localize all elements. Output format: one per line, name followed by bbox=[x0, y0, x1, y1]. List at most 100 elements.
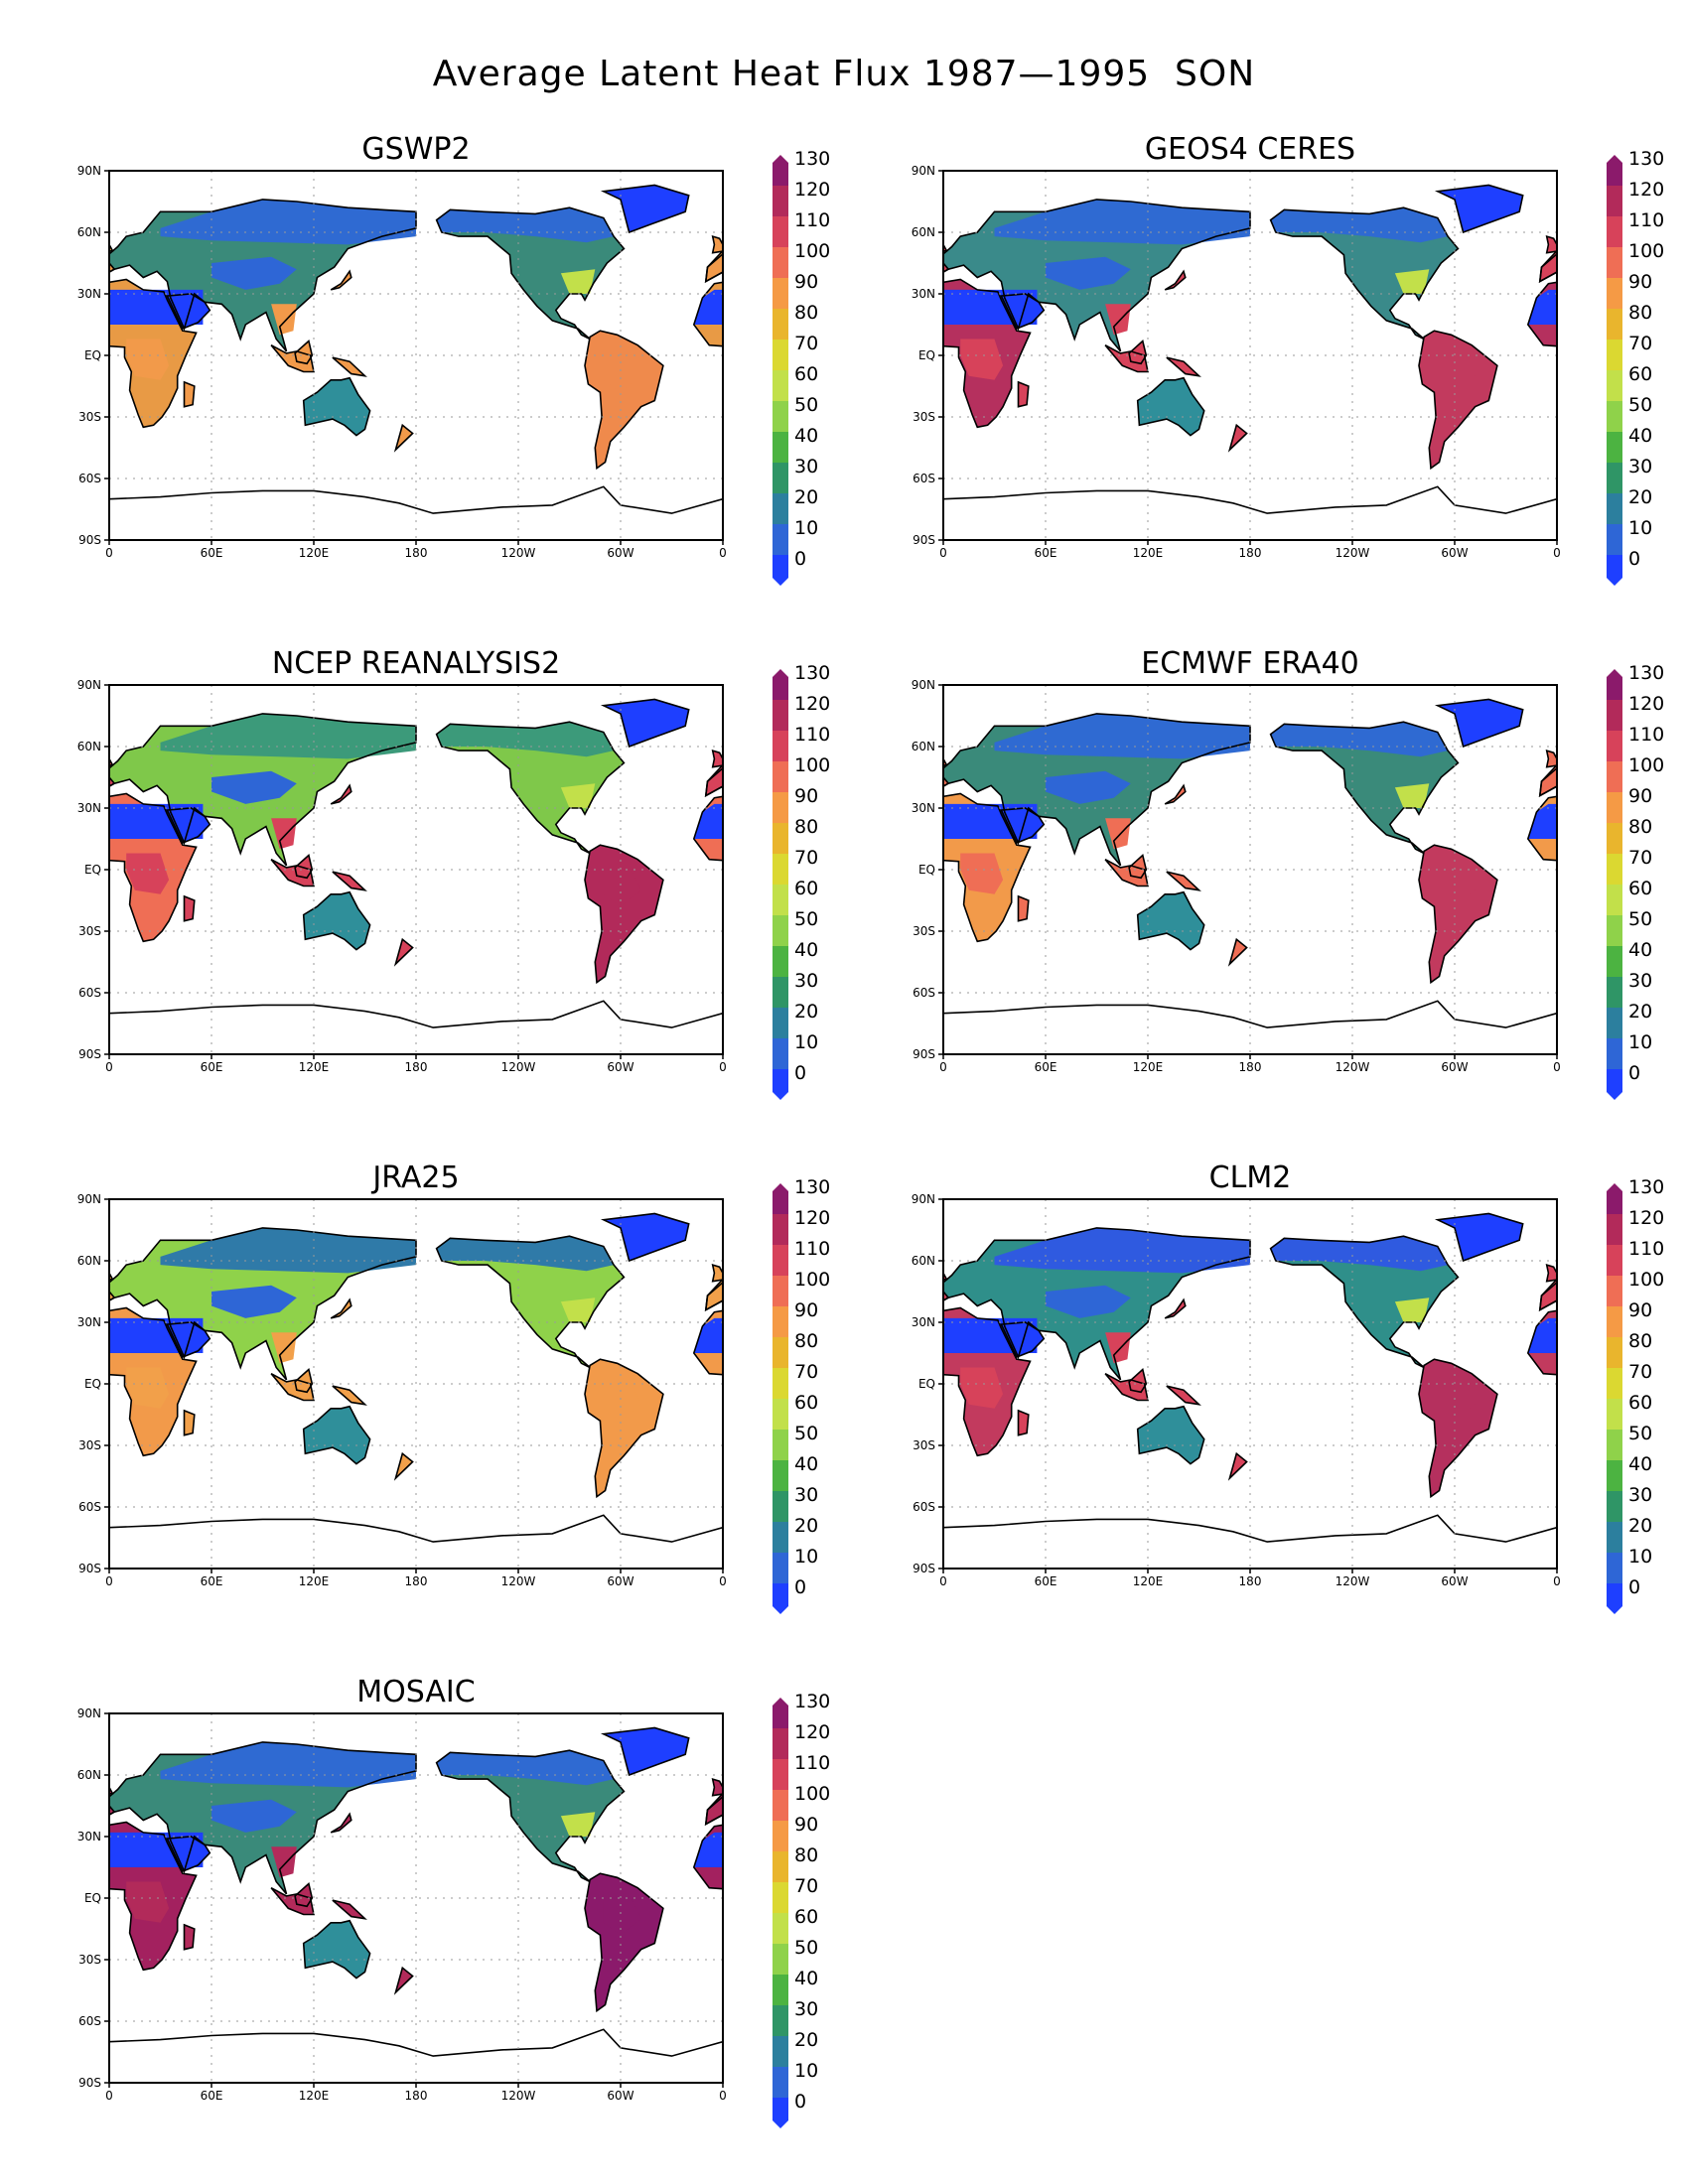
colorbar-segment bbox=[773, 792, 788, 823]
longitude-label: 60E bbox=[201, 546, 223, 560]
colorbar-segment bbox=[773, 885, 788, 915]
euwest-coast bbox=[943, 762, 950, 787]
indonesia-coast bbox=[1104, 343, 1149, 373]
map-panel-jra25: JRA25 90N 60N 30N EQ 30S 60S 90S 0 60E 120E 180 120W… bbox=[77, 1160, 830, 1614]
greenland-coast bbox=[1217, 1728, 1303, 1776]
madagascar-region bbox=[1018, 895, 1029, 921]
colorbar-label: 120 bbox=[794, 693, 830, 715]
latitude-label: 90S bbox=[913, 533, 935, 547]
colorbar-label: 130 bbox=[794, 662, 830, 684]
amazon-core bbox=[1437, 863, 1476, 907]
longitude-label: 0 bbox=[939, 546, 947, 560]
colorbar-segment bbox=[773, 1851, 788, 1882]
arabia-coast bbox=[166, 1836, 211, 1873]
arabia-coast bbox=[166, 807, 211, 845]
colorbar-label: 90 bbox=[1628, 1299, 1652, 1321]
colorbar-segment bbox=[773, 1975, 788, 2005]
longitude-label: 0 bbox=[719, 546, 727, 560]
graticule bbox=[943, 171, 1557, 540]
colorbar-label: 40 bbox=[1628, 425, 1652, 447]
longitude-label: 60W bbox=[607, 1574, 633, 1588]
samerica-coast bbox=[584, 1872, 664, 2013]
euwest-region bbox=[943, 250, 949, 273]
graticule bbox=[109, 171, 723, 540]
sahara-band bbox=[943, 289, 1038, 325]
boreal-eurasia bbox=[160, 1741, 416, 1788]
southeast-asia bbox=[271, 1846, 297, 1878]
japan-coast bbox=[330, 1812, 352, 1834]
indonesia-coast bbox=[270, 1886, 315, 1916]
japan-coast bbox=[1164, 1297, 1187, 1319]
colorbar-segment bbox=[773, 432, 788, 463]
colorbar-segment bbox=[1607, 1522, 1622, 1553]
newguinea-coast bbox=[332, 1899, 367, 1920]
map-panel-ecmwf-era40: ECMWF ERA40 90N 60N 30N EQ 30S 60S 90S 0 60E 120E 1… bbox=[912, 646, 1664, 1100]
colorbar-segment bbox=[1607, 524, 1622, 555]
uk-coast bbox=[943, 1271, 948, 1281]
colorbar-label: 70 bbox=[794, 847, 818, 869]
colorbar-segment bbox=[773, 1038, 788, 1069]
namerica-coast bbox=[435, 1235, 626, 1369]
north-america-region bbox=[1051, 1750, 1238, 1881]
euwest-region bbox=[109, 1279, 115, 1301]
longitude-label: 60E bbox=[1035, 1574, 1057, 1588]
latitude-label: 60N bbox=[77, 1254, 101, 1268]
colorbar-label: 30 bbox=[794, 456, 818, 478]
euwest-region bbox=[109, 250, 115, 273]
longitude-label: 0 bbox=[939, 1574, 947, 1588]
namerica-coast bbox=[1269, 721, 1460, 855]
madagascar-region bbox=[184, 1924, 195, 1950]
colorbar-label: 40 bbox=[794, 425, 818, 447]
colorbar-segment bbox=[773, 1944, 788, 1975]
colorbar-label: 80 bbox=[794, 816, 818, 838]
colorbar-segment bbox=[773, 1759, 788, 1790]
uk-coast bbox=[943, 242, 948, 252]
colorbar-label: 60 bbox=[794, 363, 818, 385]
colorbar-segment bbox=[1607, 1008, 1622, 1038]
longitude-label: 120E bbox=[1133, 1574, 1164, 1588]
latitude-label: 30N bbox=[77, 287, 101, 301]
latitude-label: EQ bbox=[918, 863, 935, 877]
euwest-coast bbox=[943, 248, 950, 273]
colorbar-segment bbox=[1607, 1276, 1622, 1306]
colorbar-label: 100 bbox=[1628, 1269, 1664, 1291]
madagascar-coast bbox=[183, 1409, 196, 1436]
colorbar-segment bbox=[773, 340, 788, 370]
nz-coast bbox=[1009, 1968, 1026, 1992]
latitude-label: 90S bbox=[913, 1047, 935, 1061]
colorbar-segment bbox=[1607, 1337, 1622, 1368]
panel-title: GEOS4 CERES bbox=[1145, 132, 1355, 167]
euwest-coast bbox=[109, 248, 116, 273]
africa-coast bbox=[109, 1821, 198, 1972]
madagascar-coast bbox=[183, 380, 196, 408]
longitude-label: 180 bbox=[405, 546, 428, 560]
madagascar-coast bbox=[183, 1923, 196, 1951]
longitude-label: 180 bbox=[1239, 1060, 1262, 1074]
amazon-core bbox=[603, 863, 641, 907]
panel-title: CLM2 bbox=[1209, 1160, 1292, 1195]
colorbar-label: 100 bbox=[794, 240, 830, 262]
longitude-label: 0 bbox=[1553, 546, 1561, 560]
colorbar-segment bbox=[1607, 1245, 1622, 1276]
nz-region bbox=[395, 425, 413, 451]
colorbar-label: 60 bbox=[1628, 1392, 1652, 1414]
eurasia-region bbox=[705, 1796, 723, 1825]
africa-core bbox=[960, 339, 1004, 380]
sahara-west bbox=[693, 289, 723, 325]
indonesia-region bbox=[1105, 1373, 1148, 1401]
africa-core bbox=[126, 1881, 170, 1923]
nz-region bbox=[1229, 939, 1247, 965]
colorbar-segment bbox=[1607, 1430, 1622, 1460]
borneo-coast bbox=[294, 1882, 314, 1908]
longitude-label: 180 bbox=[405, 1574, 428, 1588]
eastern-us bbox=[560, 269, 596, 294]
indonesia-coast bbox=[885, 1888, 927, 1915]
longitude-label: 120E bbox=[1133, 546, 1164, 560]
sahara-west bbox=[693, 1832, 723, 1867]
euwest-coast bbox=[109, 1277, 116, 1301]
africa-core bbox=[960, 1367, 1004, 1409]
antarctica-coast bbox=[109, 1514, 723, 1543]
